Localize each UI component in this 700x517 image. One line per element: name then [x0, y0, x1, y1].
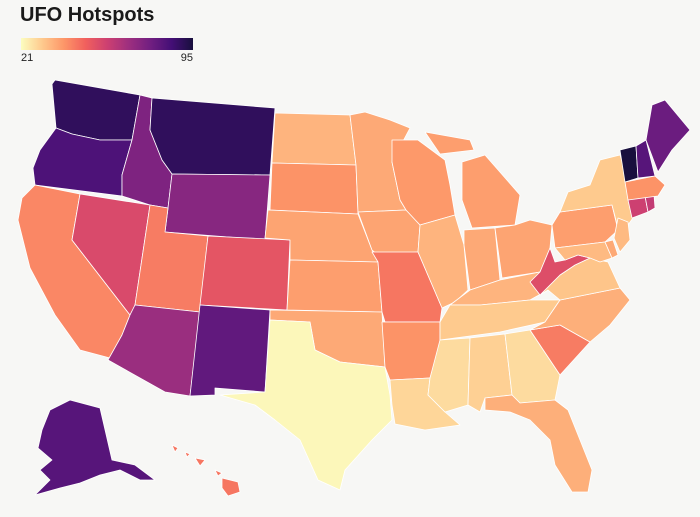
legend-gradient-bar	[21, 38, 193, 50]
state-FL[interactable]	[484, 394, 593, 493]
state-SD[interactable]	[269, 162, 359, 215]
state-IN[interactable]	[463, 227, 501, 291]
state-TX[interactable]	[219, 319, 393, 491]
state-CO[interactable]	[199, 235, 291, 311]
map-title: UFO Hotspots	[20, 4, 155, 26]
state-HI[interactable]	[171, 444, 241, 497]
state-KS[interactable]	[286, 259, 383, 313]
state-WV[interactable]	[529, 247, 591, 296]
state-NH[interactable]	[635, 139, 656, 179]
state-OH[interactable]	[494, 219, 553, 279]
state-AR[interactable]	[381, 321, 441, 381]
state-MA[interactable]	[624, 175, 666, 201]
state-DE[interactable]	[604, 239, 619, 259]
legend-min-label: 21	[21, 52, 34, 64]
state-NJ[interactable]	[613, 217, 631, 253]
state-WY[interactable]	[164, 173, 271, 241]
color-legend: 21 95	[21, 38, 193, 66]
legend-max-label: 95	[180, 52, 193, 64]
state-MT[interactable]	[149, 97, 276, 176]
state-NM[interactable]	[189, 304, 271, 397]
state-ME[interactable]	[645, 99, 691, 173]
state-WA[interactable]	[51, 79, 141, 141]
state-AK[interactable]	[34, 399, 156, 496]
state-ND[interactable]	[271, 112, 357, 166]
